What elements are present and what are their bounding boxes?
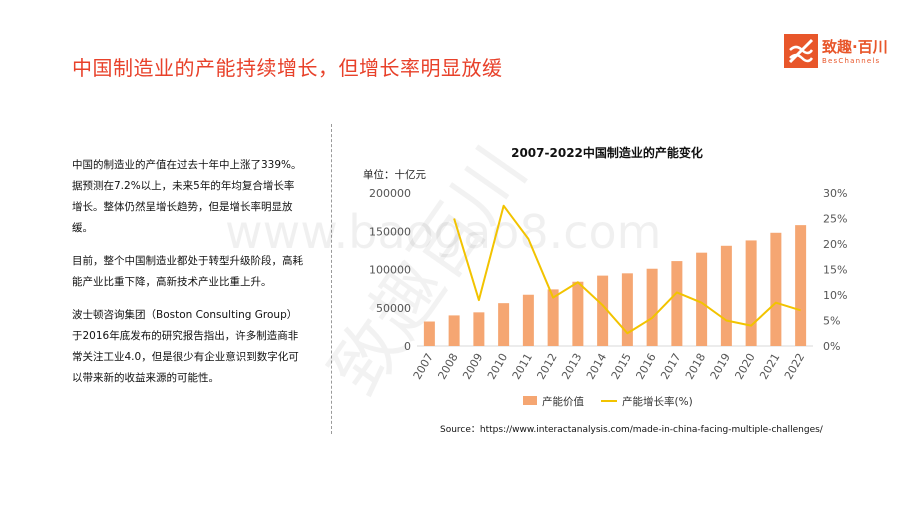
- y-tick-left: 50000: [376, 302, 411, 315]
- y-tick-left: 150000: [369, 225, 411, 238]
- x-tick-2008: 2008: [435, 351, 460, 382]
- bar-2021: [770, 232, 782, 346]
- legend-label-line: 产能增长率(%): [622, 395, 693, 408]
- bar-2020: [745, 240, 757, 346]
- y-tick-left: 100000: [369, 264, 411, 277]
- bar-2022: [795, 225, 807, 346]
- legend-label-bar: 产能价值: [542, 395, 584, 408]
- x-tick-2018: 2018: [683, 351, 708, 382]
- bar-2019: [720, 245, 732, 346]
- bar-2016: [646, 268, 658, 346]
- bar-2007: [423, 321, 435, 346]
- x-tick-2012: 2012: [534, 351, 559, 382]
- paragraph: 波士顿咨询集团（Boston Consulting Group）于2016年底发…: [72, 309, 299, 384]
- logo-name: 致趣·百川: [822, 38, 888, 56]
- bar-2008: [448, 315, 460, 346]
- x-tick-2022: 2022: [782, 351, 807, 382]
- x-tick-2010: 2010: [485, 351, 510, 382]
- brand-logo: 致趣·百川 BesChannels: [784, 34, 904, 70]
- bar-2018: [696, 252, 708, 346]
- bar-2015: [621, 273, 633, 346]
- chart-legend: 产能价值 产能增长率(%): [523, 395, 693, 408]
- y-tick-right: 5%: [823, 315, 840, 328]
- divider: [331, 124, 332, 434]
- x-tick-2016: 2016: [633, 351, 658, 382]
- x-tick-2021: 2021: [757, 351, 782, 382]
- y-tick-left: 200000: [369, 187, 411, 200]
- chart-title: 2007-2022中国制造业的产能变化: [511, 145, 703, 160]
- y-tick-right: 20%: [823, 238, 847, 251]
- bar-2013: [572, 281, 584, 346]
- description-text: 中国的制造业的产值在过去十年中上涨了339%。据预测在7.2%以上，未来5年的年…: [72, 155, 304, 401]
- x-tick-2011: 2011: [510, 351, 535, 382]
- chart-unit-label: 单位：十亿元: [363, 168, 426, 181]
- source-citation: Source：https://www.interactanalysis.com/…: [440, 425, 823, 435]
- y-tick-right: 0%: [823, 340, 840, 353]
- bar-2014: [597, 275, 609, 346]
- bar-2010: [498, 303, 510, 346]
- x-tick-2007: 2007: [411, 351, 436, 382]
- x-tick-2019: 2019: [708, 351, 733, 382]
- bar-2009: [473, 312, 485, 346]
- x-tick-2013: 2013: [559, 351, 584, 382]
- page-title: 中国制造业的产能持续增长，但增长率明显放缓: [72, 56, 503, 80]
- production-chart: 2007-2022中国制造业的产能变化 单位：十亿元 0 50000 100000 1…: [363, 145, 847, 408]
- paragraph: 中国的制造业的产值在过去十年中上涨了339%。据预测在7.2%以上，未来5年的年…: [72, 159, 302, 234]
- y-tick-right: 10%: [823, 289, 847, 302]
- y-tick-left: 0: [404, 340, 411, 353]
- logo-mark-icon: [784, 34, 818, 68]
- x-tick-2017: 2017: [658, 351, 683, 382]
- logo-subtitle: BesChannels: [822, 57, 881, 65]
- x-tick-2014: 2014: [584, 351, 609, 382]
- bar-2012: [547, 289, 559, 346]
- growth-rate-line: [453, 204, 801, 335]
- bar-2017: [671, 261, 683, 346]
- legend-swatch-bar: [523, 396, 537, 405]
- y-tick-right: 25%: [823, 213, 847, 226]
- y-tick-right: 15%: [823, 264, 847, 277]
- y-tick-right: 30%: [823, 187, 847, 200]
- bar-2011: [522, 294, 534, 346]
- paragraph: 目前，整个中国制造业都处于转型升级阶段，高耗能产业比重下降，高新技术产业比重上升…: [72, 255, 303, 288]
- x-tick-2009: 2009: [460, 351, 485, 382]
- x-tick-2020: 2020: [732, 351, 757, 382]
- x-tick-2015: 2015: [609, 351, 634, 382]
